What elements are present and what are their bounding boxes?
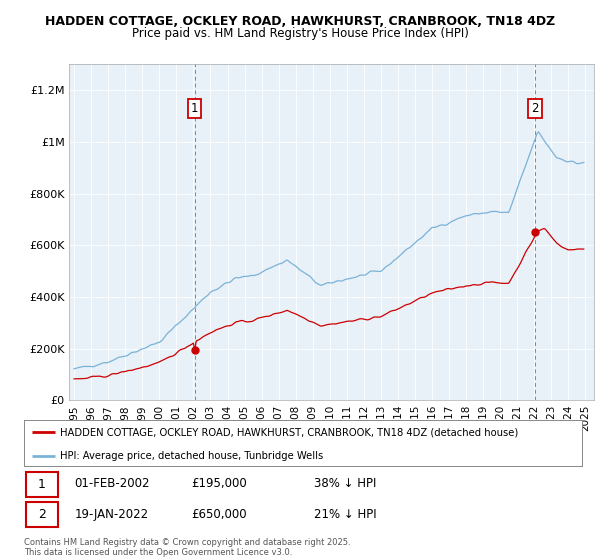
Text: 1: 1 <box>38 478 46 491</box>
Text: 21% ↓ HPI: 21% ↓ HPI <box>314 507 377 521</box>
Text: £195,000: £195,000 <box>191 477 247 491</box>
Text: £650,000: £650,000 <box>191 507 247 521</box>
Text: 1: 1 <box>191 102 199 115</box>
Text: 01-FEB-2002: 01-FEB-2002 <box>74 477 150 491</box>
Text: 38% ↓ HPI: 38% ↓ HPI <box>314 477 377 491</box>
FancyBboxPatch shape <box>26 472 58 497</box>
Text: HPI: Average price, detached house, Tunbridge Wells: HPI: Average price, detached house, Tunb… <box>60 451 323 461</box>
Text: 2: 2 <box>38 508 46 521</box>
Text: Price paid vs. HM Land Registry's House Price Index (HPI): Price paid vs. HM Land Registry's House … <box>131 27 469 40</box>
Text: 2: 2 <box>532 102 539 115</box>
Text: 19-JAN-2022: 19-JAN-2022 <box>74 507 148 521</box>
Text: HADDEN COTTAGE, OCKLEY ROAD, HAWKHURST, CRANBROOK, TN18 4DZ: HADDEN COTTAGE, OCKLEY ROAD, HAWKHURST, … <box>45 15 555 28</box>
FancyBboxPatch shape <box>26 502 58 527</box>
Text: HADDEN COTTAGE, OCKLEY ROAD, HAWKHURST, CRANBROOK, TN18 4DZ (detached house): HADDEN COTTAGE, OCKLEY ROAD, HAWKHURST, … <box>60 427 518 437</box>
Text: Contains HM Land Registry data © Crown copyright and database right 2025.
This d: Contains HM Land Registry data © Crown c… <box>24 538 350 557</box>
